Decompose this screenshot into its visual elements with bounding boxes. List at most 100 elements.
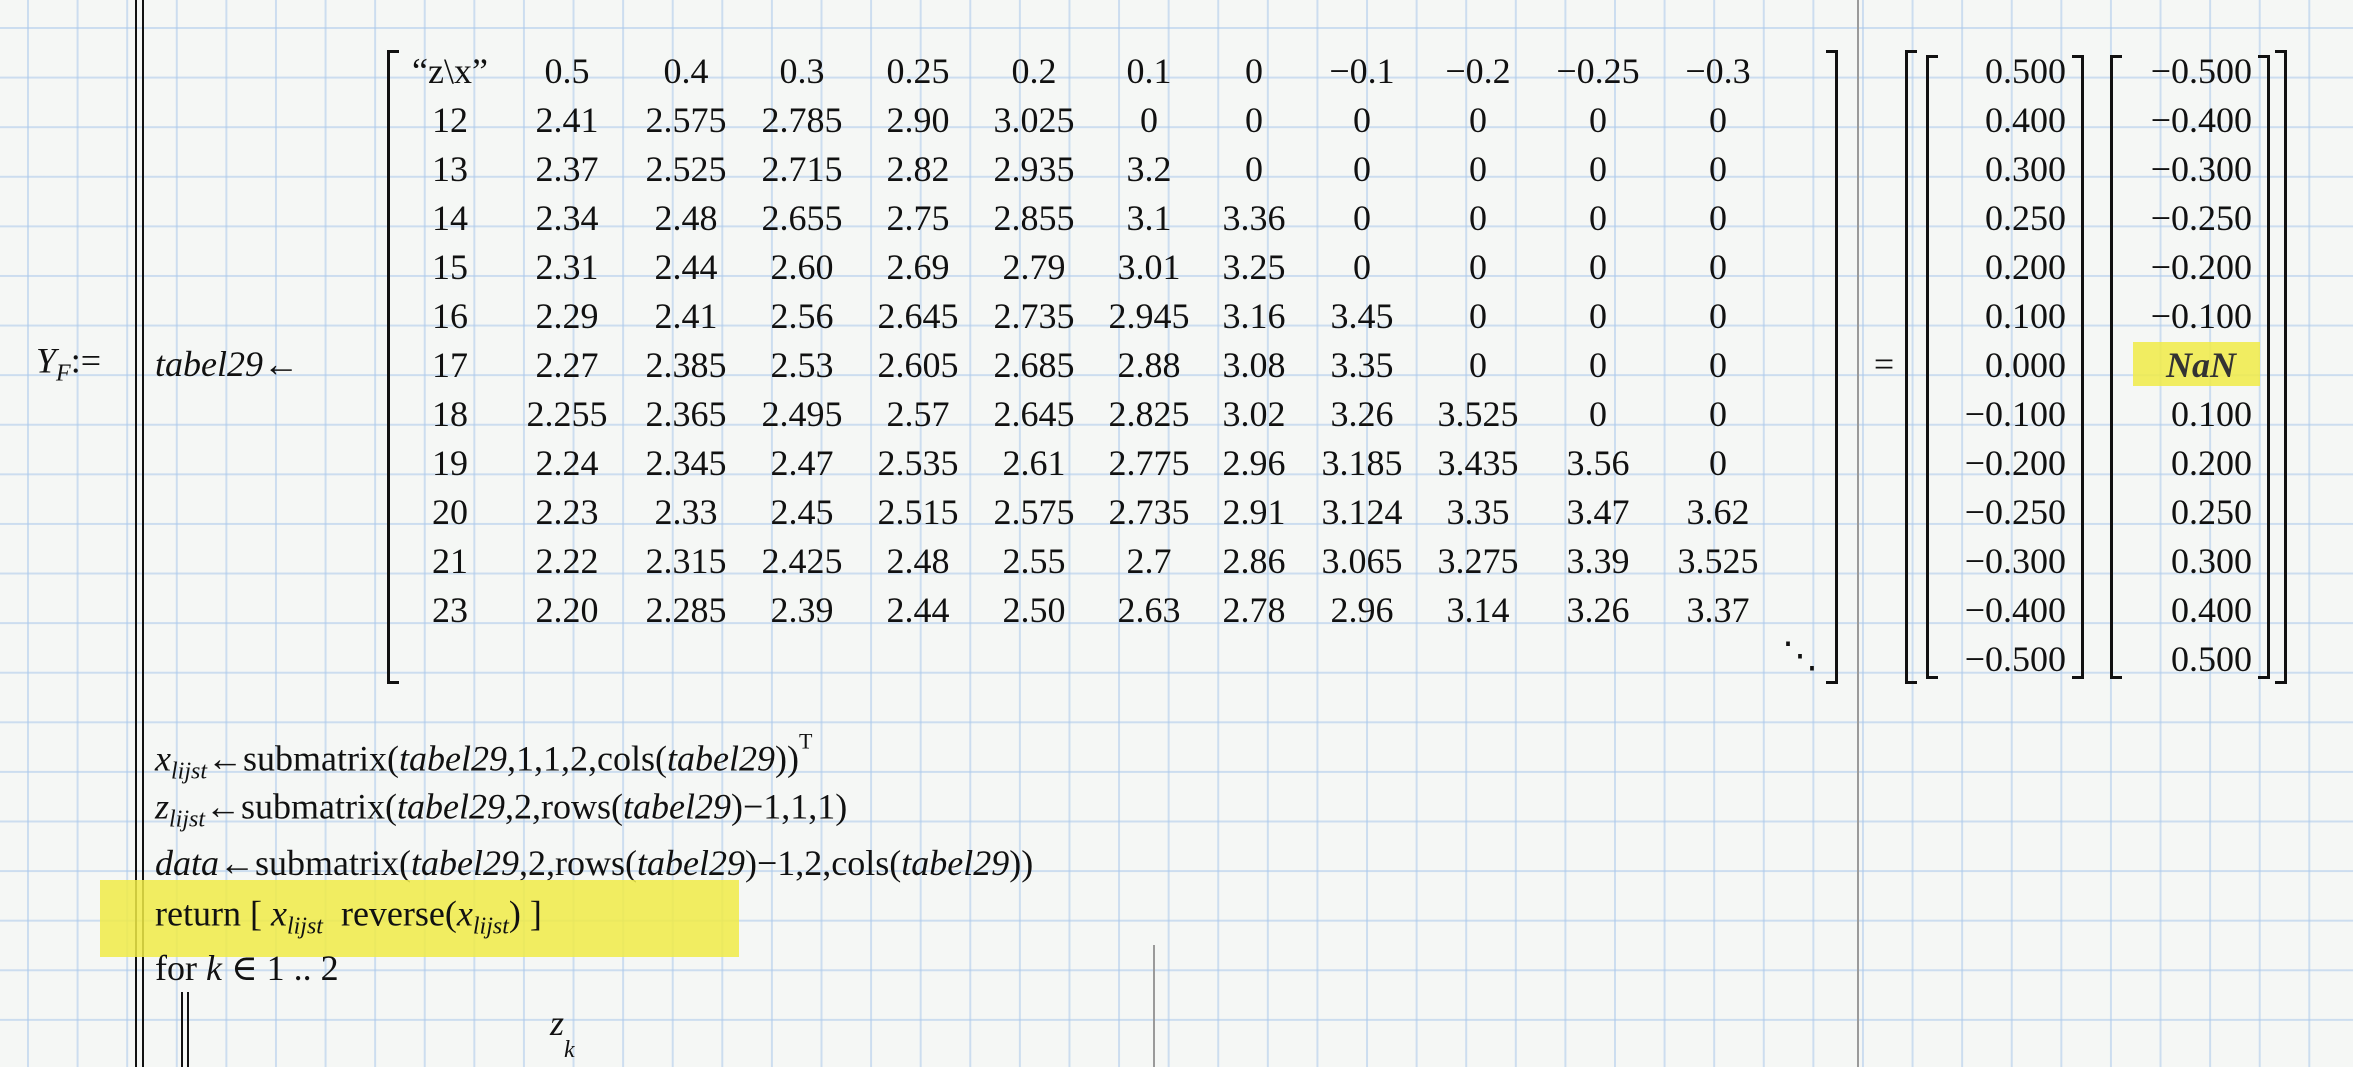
matrix-cell: 2.60 xyxy=(770,247,834,287)
matrix-cell: 0 xyxy=(1589,149,1607,189)
program-line-data[interactable]: data←submatrix(tabel29,2,rows(tabel29)−1… xyxy=(155,843,1034,883)
matrix-cell: 2.515 xyxy=(877,492,959,532)
sub: lijst xyxy=(170,758,207,785)
matrix-cell: 2.96 xyxy=(1330,590,1394,630)
result-right-cell: −0.300 xyxy=(2150,149,2252,189)
for-keyword: for xyxy=(155,948,197,988)
matrix-cell: 2.90 xyxy=(886,100,950,140)
result-outer-right-bracket xyxy=(2275,50,2287,684)
matrix-cell: 2.29 xyxy=(535,296,599,336)
result-right-cell: 0.250 xyxy=(2171,492,2252,532)
result-right-cell: NaN xyxy=(2166,345,2236,385)
sub: lijst xyxy=(472,913,509,940)
matrix-header-cell: −0.1 xyxy=(1329,51,1395,91)
fn-cols: cols xyxy=(596,738,655,779)
matrix-cell: 3.37 xyxy=(1686,590,1750,630)
matrix-cell: 3.56 xyxy=(1566,443,1630,483)
matrix-ellipsis: ⋱ xyxy=(1782,635,1818,675)
matrix-cell: 3.01 xyxy=(1117,247,1181,287)
matrix-cell: 2.33 xyxy=(654,492,718,532)
matrix-cell: 2.45 xyxy=(770,492,834,532)
program-bar-inner xyxy=(142,0,144,1067)
program-line-for[interactable]: for k ∈ 1 .. 2 xyxy=(155,950,339,986)
args: ,2, xyxy=(505,786,541,827)
matrix-cell: 3.02 xyxy=(1222,394,1286,434)
result-col1-left-bracket xyxy=(1926,55,1938,679)
matrix-cell: 2.82 xyxy=(886,149,950,189)
result-left-cell: 0.000 xyxy=(1985,345,2066,385)
matrix-cell: 2.44 xyxy=(654,247,718,287)
nan-highlight xyxy=(2133,342,2260,386)
matrix-header-cell: 0.1 xyxy=(1126,51,1172,91)
transpose: T xyxy=(798,728,813,754)
local-assignment[interactable]: tabel29← xyxy=(155,346,299,382)
matrix-cell: 0 xyxy=(1709,100,1727,140)
matrix-cell: 0 xyxy=(1589,296,1607,336)
matrix-cell: 2.86 xyxy=(1222,541,1286,581)
program-line-xlijst[interactable]: xlijst←submatrix(tabel29,1,1,2,cols(tabe… xyxy=(155,728,813,785)
program-bar-outer xyxy=(135,0,137,1067)
matrix-cell: 2.785 xyxy=(761,100,843,140)
matrix-cell: 3.525 xyxy=(1677,541,1759,581)
matrix-cell: 2.91 xyxy=(1222,492,1286,532)
var-z: z xyxy=(155,786,170,827)
matrix-cell: 0 xyxy=(1353,247,1371,287)
matrix-cell: 2.24 xyxy=(535,443,599,483)
z-k-expression[interactable]: zk xyxy=(550,1005,575,1062)
matrix-cell: 2.825 xyxy=(1108,394,1190,434)
matrix-cell: 0 xyxy=(1469,149,1487,189)
fn-submatrix: submatrix xyxy=(241,786,386,827)
matrix-cell: 2.535 xyxy=(877,443,959,483)
matrix-cell: 2.56 xyxy=(770,296,834,336)
matrix-cell: 2.285 xyxy=(645,590,727,630)
matrix-cell: 2.50 xyxy=(1002,590,1066,630)
matrix-cell: 2.41 xyxy=(654,296,718,336)
matrix-cell: 2.575 xyxy=(993,492,1075,532)
matrix-cell: 2.79 xyxy=(1002,247,1066,287)
arg: tabel29 xyxy=(398,738,507,779)
args: ,1,1,2, xyxy=(506,738,597,779)
matrix-row-label: 13 xyxy=(432,149,468,189)
matrix-cell: 2.48 xyxy=(886,541,950,581)
fn-rows: rows xyxy=(541,786,611,827)
matrix-cell: 2.61 xyxy=(1002,443,1066,483)
var-x: x xyxy=(270,893,287,934)
matrix-cell: 2.605 xyxy=(877,345,959,385)
matrix-cell: 2.27 xyxy=(535,345,599,385)
matrix-cell: 2.425 xyxy=(761,541,843,581)
arg: tabel29 xyxy=(636,843,745,883)
sub: lijst xyxy=(286,913,323,940)
matrix-cell: 2.96 xyxy=(1222,443,1286,483)
matrix-cell: 2.37 xyxy=(535,149,599,189)
matrix-cell: 2.47 xyxy=(770,443,834,483)
matrix-cell: 2.88 xyxy=(1117,345,1181,385)
matrix-cell: 3.26 xyxy=(1330,394,1394,434)
arg: tabel29 xyxy=(397,786,505,827)
matrix-cell: 0 xyxy=(1589,394,1607,434)
matrix-cell: 3.124 xyxy=(1321,492,1403,532)
matrix-cell: 2.63 xyxy=(1117,590,1181,630)
matrix-cell: 0 xyxy=(1709,198,1727,238)
matrix-right-bracket xyxy=(1826,50,1838,684)
for-body-bar-outer xyxy=(181,992,183,1067)
matrix-cell: 2.20 xyxy=(535,590,599,630)
matrix-cell: 0 xyxy=(1353,100,1371,140)
element-of: ∈ xyxy=(230,948,258,988)
program-line-zlijst[interactable]: zlijst←submatrix(tabel29,2,rows(tabel29)… xyxy=(155,786,848,833)
var-data: data xyxy=(155,843,220,883)
matrix-cell: 2.315 xyxy=(645,541,727,581)
matrix-cell: 2.365 xyxy=(645,394,727,434)
matrix-row-label: 16 xyxy=(432,296,468,336)
result-left-cell: −0.300 xyxy=(1964,541,2066,581)
matrix-header-cell: 0.5 xyxy=(544,51,590,91)
result-right-cell: 0.400 xyxy=(2171,590,2252,630)
program-line-return[interactable]: return [ xlijst reverse(xlijst) ] xyxy=(155,893,542,940)
definition-name[interactable]: YF:= xyxy=(36,343,101,386)
matrix-row-label: 15 xyxy=(432,247,468,287)
result-right-cell: 0.200 xyxy=(2171,443,2252,483)
matrix-header-cell: −0.25 xyxy=(1556,51,1640,91)
matrix-cell: 2.255 xyxy=(526,394,608,434)
matrix-cell: 0 xyxy=(1245,149,1263,189)
result-left-cell: −0.500 xyxy=(1964,639,2066,679)
var-z: z xyxy=(550,1003,565,1043)
